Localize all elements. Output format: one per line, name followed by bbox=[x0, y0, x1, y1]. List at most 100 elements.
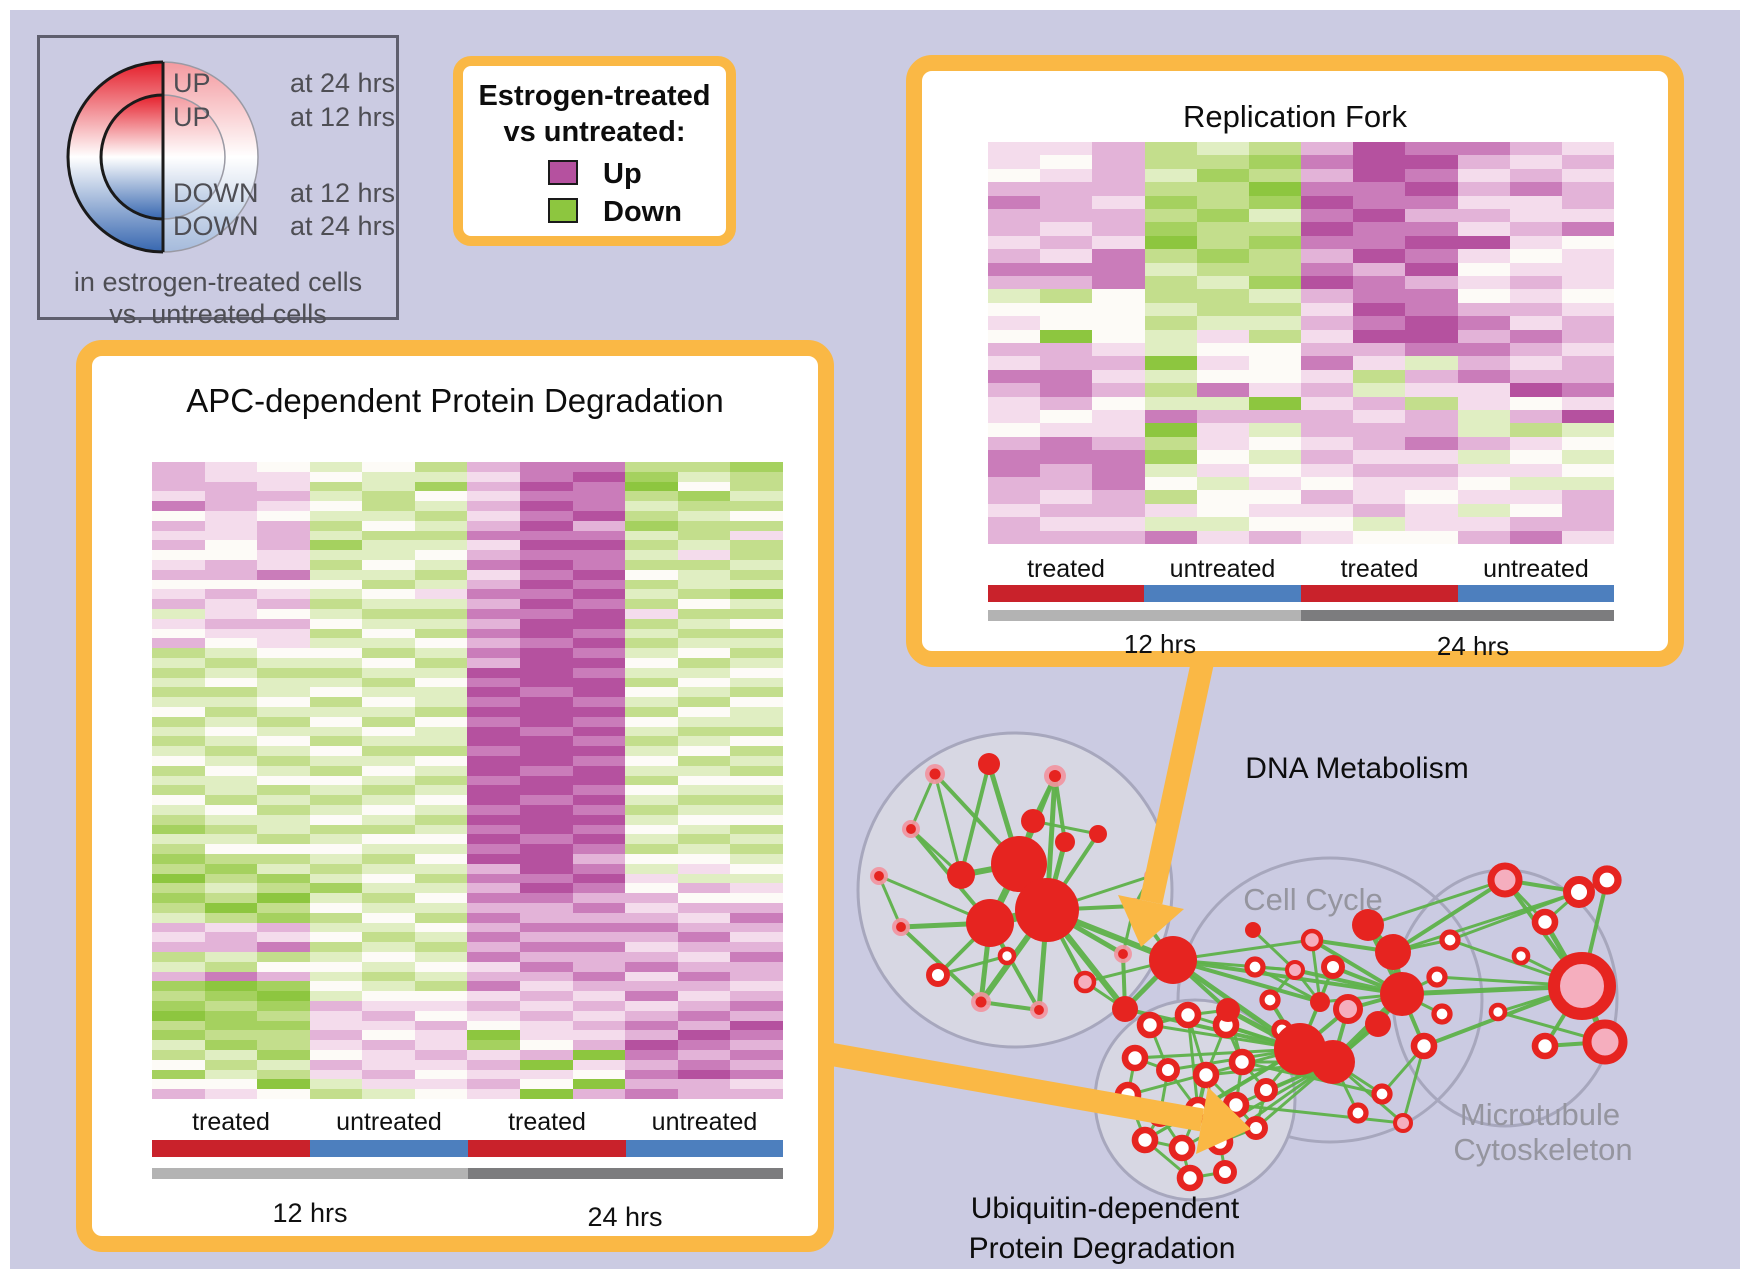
heatmap-cell bbox=[1353, 517, 1406, 531]
heatmap-cell bbox=[467, 462, 521, 472]
heatmap-cell bbox=[1248, 503, 1301, 518]
heatmap-cell bbox=[1196, 436, 1249, 451]
heatmap-cell bbox=[362, 530, 415, 541]
heatmap-cell bbox=[467, 658, 521, 668]
heatmap-cell bbox=[730, 893, 783, 903]
heatmap-cell bbox=[572, 540, 626, 551]
heatmap-cell bbox=[1196, 208, 1249, 223]
network-node-ring-white bbox=[1259, 989, 1281, 1011]
heatmap-cell bbox=[414, 932, 468, 943]
heatmap-cell bbox=[414, 795, 468, 805]
heatmap-cell bbox=[204, 765, 258, 776]
heatmap-cell bbox=[152, 1069, 205, 1080]
heatmap-cell bbox=[1301, 142, 1354, 156]
heatmap-cell bbox=[467, 569, 521, 580]
heatmap-cell bbox=[520, 922, 573, 933]
heatmap-cell bbox=[152, 756, 205, 766]
heatmap-cell bbox=[1561, 208, 1614, 223]
heatmap-cell bbox=[677, 1079, 731, 1090]
heatmap-cell bbox=[309, 942, 363, 952]
network-edge bbox=[1367, 878, 1506, 927]
legend-time: at 12 hrs bbox=[290, 102, 396, 132]
heatmap-cell bbox=[572, 981, 626, 992]
heatmap-cell bbox=[257, 638, 310, 649]
heatmap-cell bbox=[572, 707, 626, 717]
heatmap-cell bbox=[625, 648, 678, 658]
heatmap-cell bbox=[362, 589, 415, 600]
heatmap-cell bbox=[152, 550, 205, 560]
updown-legend-title-line2: vs untreated: bbox=[503, 116, 686, 148]
heatmap-cell bbox=[520, 1050, 573, 1060]
heatmap-cell bbox=[1144, 436, 1197, 451]
heatmap-cell bbox=[730, 667, 783, 678]
heatmap-cell bbox=[467, 579, 521, 590]
heatmap-cell bbox=[1248, 450, 1301, 464]
apc-group-label-3: treated bbox=[508, 1108, 586, 1136]
heatmap-cell bbox=[1248, 289, 1301, 303]
heatmap-cell bbox=[988, 302, 1041, 317]
heatmap-cell bbox=[414, 961, 468, 972]
heatmap-cell bbox=[204, 599, 258, 609]
heatmap-cell bbox=[414, 501, 468, 511]
heatmap-cell bbox=[1196, 369, 1249, 384]
heatmap-cell bbox=[257, 609, 310, 619]
heatmap-cell bbox=[988, 383, 1041, 397]
updown-color-legend: Estrogen-treated vs untreated: Up Down bbox=[453, 56, 736, 246]
heatmap-cell bbox=[1092, 155, 1145, 169]
heatmap-cell bbox=[257, 893, 310, 903]
heatmap-cell bbox=[257, 716, 310, 727]
heatmap-cell bbox=[677, 775, 731, 786]
heatmap-cell bbox=[309, 805, 363, 815]
heatmap-cell bbox=[1353, 302, 1406, 317]
heatmap-cell bbox=[309, 481, 363, 492]
heatmap-cell bbox=[988, 168, 1041, 183]
heatmap-cell bbox=[204, 569, 258, 580]
heatmap-cell bbox=[572, 550, 626, 560]
heatmap-cell bbox=[362, 844, 415, 854]
heatmap-cell bbox=[520, 1069, 573, 1080]
heatmap-cell bbox=[625, 971, 678, 982]
heatmap-cell bbox=[1040, 490, 1093, 504]
network-node-halo-core bbox=[929, 768, 941, 780]
heatmap-cell bbox=[467, 530, 521, 541]
heatmap-cell bbox=[625, 1050, 678, 1060]
heatmap-cell bbox=[152, 658, 205, 668]
heatmap-cell bbox=[572, 844, 626, 854]
heatmap-cell bbox=[1248, 222, 1301, 236]
heatmap-cell bbox=[152, 824, 205, 835]
heatmap-cell bbox=[1457, 289, 1510, 303]
heatmap-cell bbox=[414, 560, 468, 570]
heatmap-cell bbox=[204, 883, 258, 894]
heatmap-cell bbox=[730, 707, 783, 717]
heatmap-cell bbox=[1248, 517, 1301, 531]
heatmap-cell bbox=[204, 893, 258, 903]
heatmap-cell bbox=[625, 903, 678, 913]
heatmap-cell bbox=[1561, 289, 1614, 303]
heatmap-cell bbox=[1301, 208, 1354, 223]
heatmap-cell bbox=[1092, 235, 1145, 250]
heatmap-cell bbox=[677, 883, 731, 894]
heatmap-cell bbox=[677, 932, 731, 943]
heatmap-cell bbox=[414, 854, 468, 864]
heatmap-cell bbox=[572, 991, 626, 1001]
network-node-ring-white bbox=[1174, 1001, 1202, 1029]
heatmap-cell bbox=[520, 873, 573, 884]
heatmap-cell bbox=[467, 687, 521, 698]
heatmap-cell bbox=[362, 1040, 415, 1050]
apc-title: APC-dependent Protein Degradation bbox=[186, 382, 724, 419]
heatmap-cell bbox=[309, 550, 363, 560]
heatmap-cell bbox=[1457, 490, 1510, 504]
heatmap-cell bbox=[1561, 356, 1614, 370]
heatmap-cell bbox=[730, 883, 783, 894]
network-node-solid bbox=[1245, 922, 1261, 938]
heatmap-cell bbox=[1144, 503, 1197, 518]
heatmap-cell bbox=[257, 1001, 310, 1011]
heatmap-cell bbox=[730, 932, 783, 943]
heatmap-cell bbox=[1509, 476, 1562, 491]
heatmap-cell bbox=[730, 520, 783, 531]
heatmap-cell bbox=[1457, 249, 1510, 263]
heatmap-cell bbox=[677, 785, 731, 796]
heatmap-cell bbox=[309, 844, 363, 854]
heatmap-cell bbox=[520, 746, 573, 756]
